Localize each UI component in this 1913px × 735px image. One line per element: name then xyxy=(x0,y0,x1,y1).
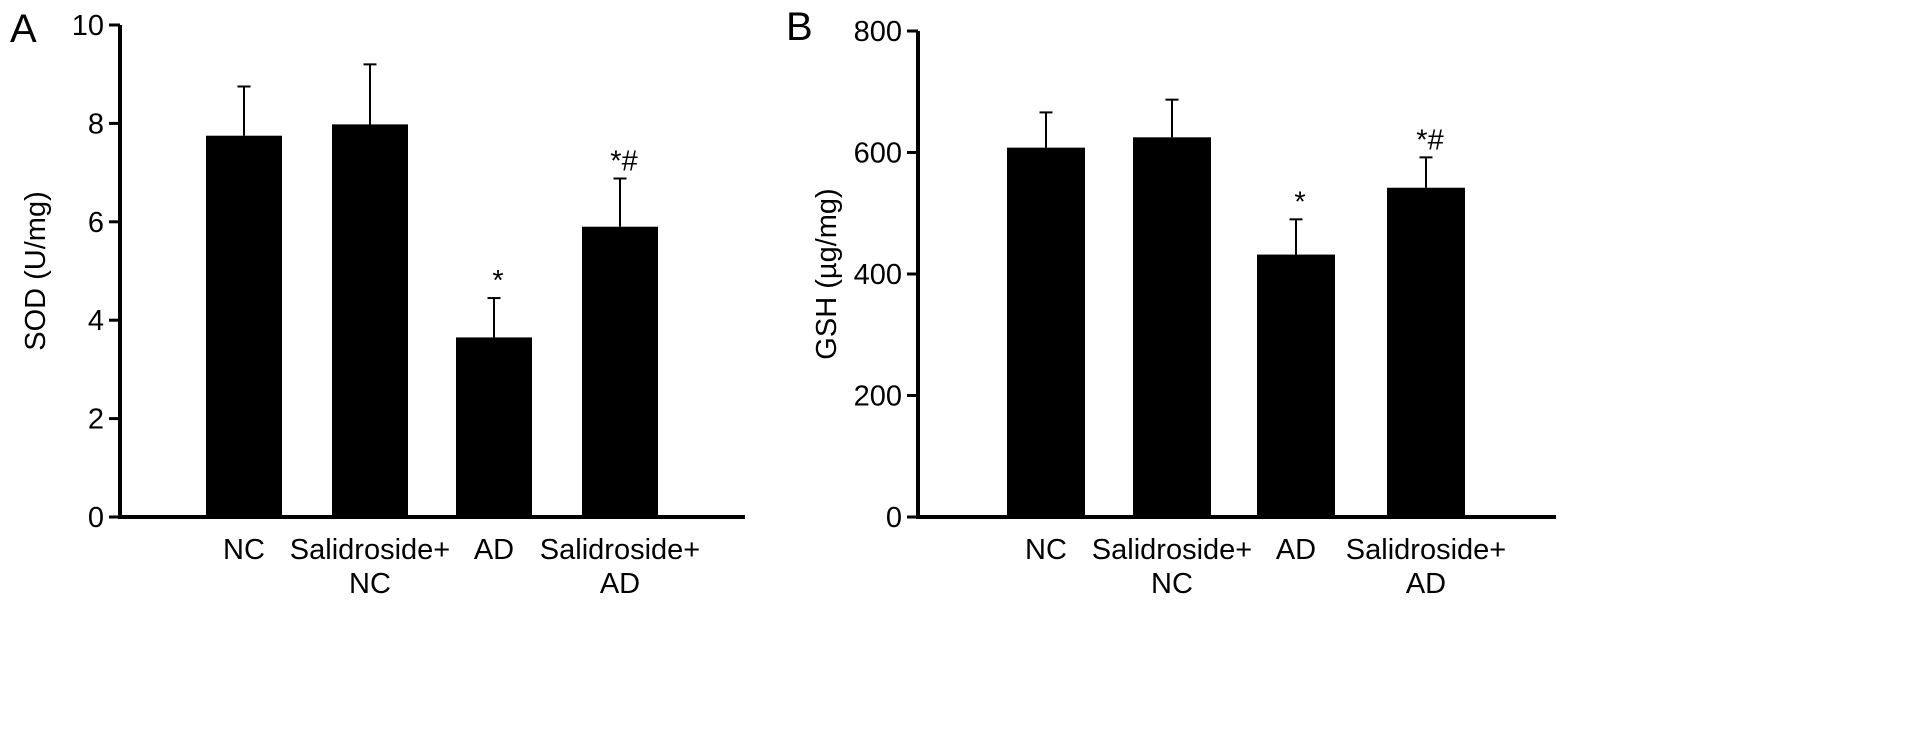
x-tick-label: NC xyxy=(349,568,391,600)
x-tick-label: AD xyxy=(600,568,640,600)
y-tick-label: 4 xyxy=(88,305,104,337)
y-tick-label: 0 xyxy=(886,502,902,534)
y-tick-label: 10 xyxy=(72,10,104,42)
bar xyxy=(456,337,532,517)
bar xyxy=(1387,187,1465,518)
x-tick-label: AD xyxy=(1406,568,1446,600)
y-tick-label: 6 xyxy=(88,207,104,239)
y-tick-label: 0 xyxy=(88,502,104,534)
bar xyxy=(1257,254,1335,517)
x-tick-label: Salidroside+ xyxy=(1346,534,1506,566)
y-tick-label: 2 xyxy=(88,404,104,436)
y-tick-label: 200 xyxy=(854,381,902,413)
y-tick-label: 600 xyxy=(854,138,902,170)
significance-label: * xyxy=(1294,186,1305,218)
bar xyxy=(582,226,658,517)
bar xyxy=(1007,147,1085,517)
bar xyxy=(1133,137,1211,517)
y-tick-label: 400 xyxy=(854,259,902,291)
significance-label: * xyxy=(492,265,503,297)
bar xyxy=(332,124,408,517)
y-axis-label: SOD (U/mg) xyxy=(20,191,52,351)
x-tick-label: AD xyxy=(1276,534,1316,566)
y-tick-label: 800 xyxy=(854,16,902,48)
y-tick-label: 8 xyxy=(88,108,104,140)
x-tick-label: Salidroside+ xyxy=(1092,534,1252,566)
y-axis-label: GSH (µg/mg) xyxy=(811,188,843,359)
x-tick-label: NC xyxy=(223,534,265,566)
significance-label: *# xyxy=(610,146,637,178)
panel-letter: B xyxy=(786,5,813,49)
x-tick-label: NC xyxy=(1151,568,1193,600)
panel-letter: A xyxy=(10,7,37,51)
x-tick-label: AD xyxy=(474,534,514,566)
x-tick-label: Salidroside+ xyxy=(540,534,700,566)
x-tick-label: NC xyxy=(1025,534,1067,566)
x-tick-label: Salidroside+ xyxy=(290,534,450,566)
bar xyxy=(206,135,282,517)
significance-label: *# xyxy=(1416,124,1443,156)
